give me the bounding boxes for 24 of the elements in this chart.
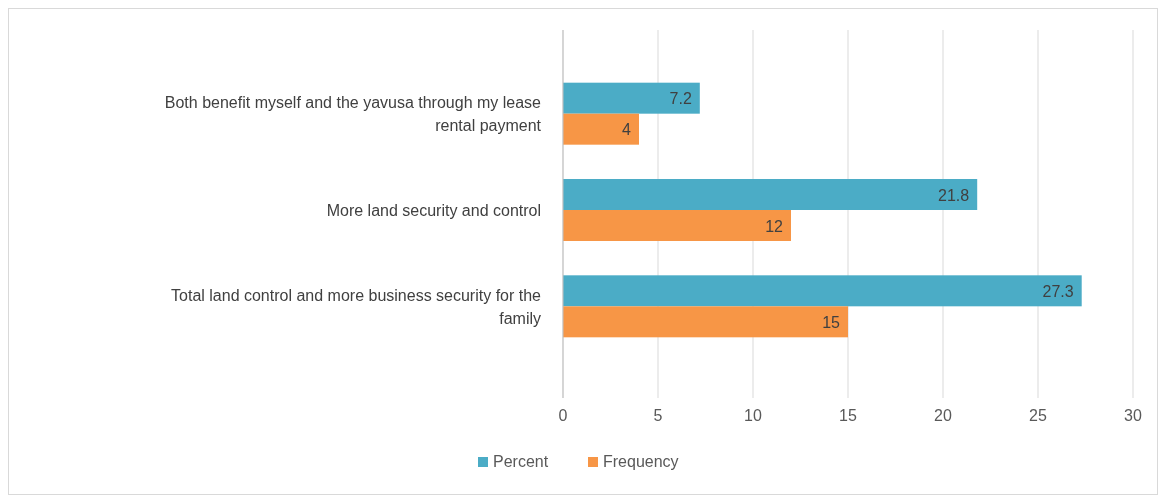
- x-tick-label: 30: [1124, 407, 1142, 424]
- legend-label: Percent: [493, 453, 549, 470]
- y-tick-label: Total land control and more business security for the family: [171, 286, 542, 327]
- data-label: 21.8: [938, 186, 970, 204]
- data-label: 7.2: [669, 90, 692, 108]
- x-tick-label: 20: [934, 407, 952, 424]
- bar: [563, 275, 1082, 307]
- x-tick-label: 0: [558, 407, 568, 424]
- data-label: 12: [765, 217, 784, 235]
- x-tick-label: 5: [653, 407, 663, 424]
- x-tick-label: 25: [1029, 407, 1047, 424]
- data-label: 27.3: [1042, 282, 1074, 300]
- bar: [563, 306, 848, 338]
- data-label: 4: [622, 121, 632, 139]
- bar: [563, 113, 639, 145]
- y-tick-label: More land security and control: [326, 202, 541, 219]
- bar: [563, 210, 791, 241]
- x-tick-label: 10: [744, 407, 762, 424]
- data-label: 15: [822, 313, 841, 331]
- x-tick-label: 15: [839, 407, 857, 424]
- bar: [563, 179, 978, 210]
- legend-label: Frequency: [603, 453, 679, 470]
- y-tick-label: Both benefit myself and the yavusa through my lease rental payment: [164, 94, 542, 135]
- bar: [563, 82, 700, 114]
